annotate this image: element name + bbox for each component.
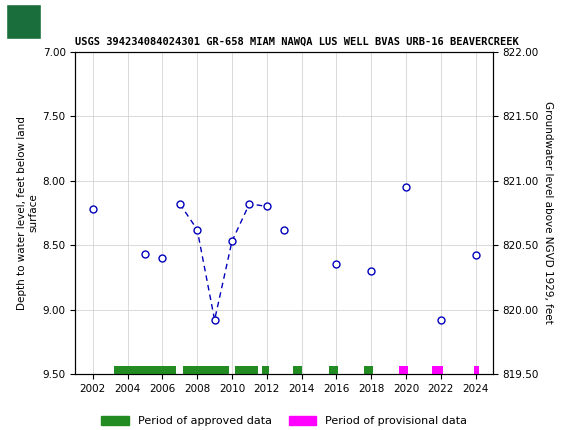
Bar <box>329 366 338 374</box>
Point <box>140 251 150 258</box>
Legend: Period of approved data, Period of provisional data: Period of approved data, Period of provi… <box>97 412 472 430</box>
Bar <box>183 366 229 374</box>
Bar <box>364 366 373 374</box>
Point <box>193 226 202 233</box>
Y-axis label: Depth to water level, feet below land
surface: Depth to water level, feet below land su… <box>17 116 38 310</box>
Bar <box>262 366 269 374</box>
Point <box>158 255 167 261</box>
Text: USGS: USGS <box>81 14 128 29</box>
Point <box>88 206 97 212</box>
Point <box>280 226 289 233</box>
Point <box>175 200 184 207</box>
Bar <box>474 366 479 374</box>
FancyBboxPatch shape <box>6 4 41 39</box>
Point <box>245 200 254 207</box>
Point <box>471 252 480 259</box>
Point <box>262 203 271 210</box>
Point <box>436 316 445 323</box>
FancyBboxPatch shape <box>6 4 75 39</box>
Point <box>401 184 411 190</box>
Text: USGS 394234084024301 GR-658 MIAM NAWQA LUS WELL BVAS URB-16 BEAVERCREEK: USGS 394234084024301 GR-658 MIAM NAWQA L… <box>75 37 519 47</box>
Point <box>227 238 237 245</box>
Y-axis label: Groundwater level above NGVD 1929, feet: Groundwater level above NGVD 1929, feet <box>543 101 553 324</box>
Point <box>332 261 341 268</box>
Bar <box>293 366 302 374</box>
Bar <box>399 366 408 374</box>
Bar <box>235 366 258 374</box>
Point <box>367 267 376 274</box>
Bar <box>114 366 176 374</box>
Bar <box>432 366 443 374</box>
Point <box>210 316 219 323</box>
